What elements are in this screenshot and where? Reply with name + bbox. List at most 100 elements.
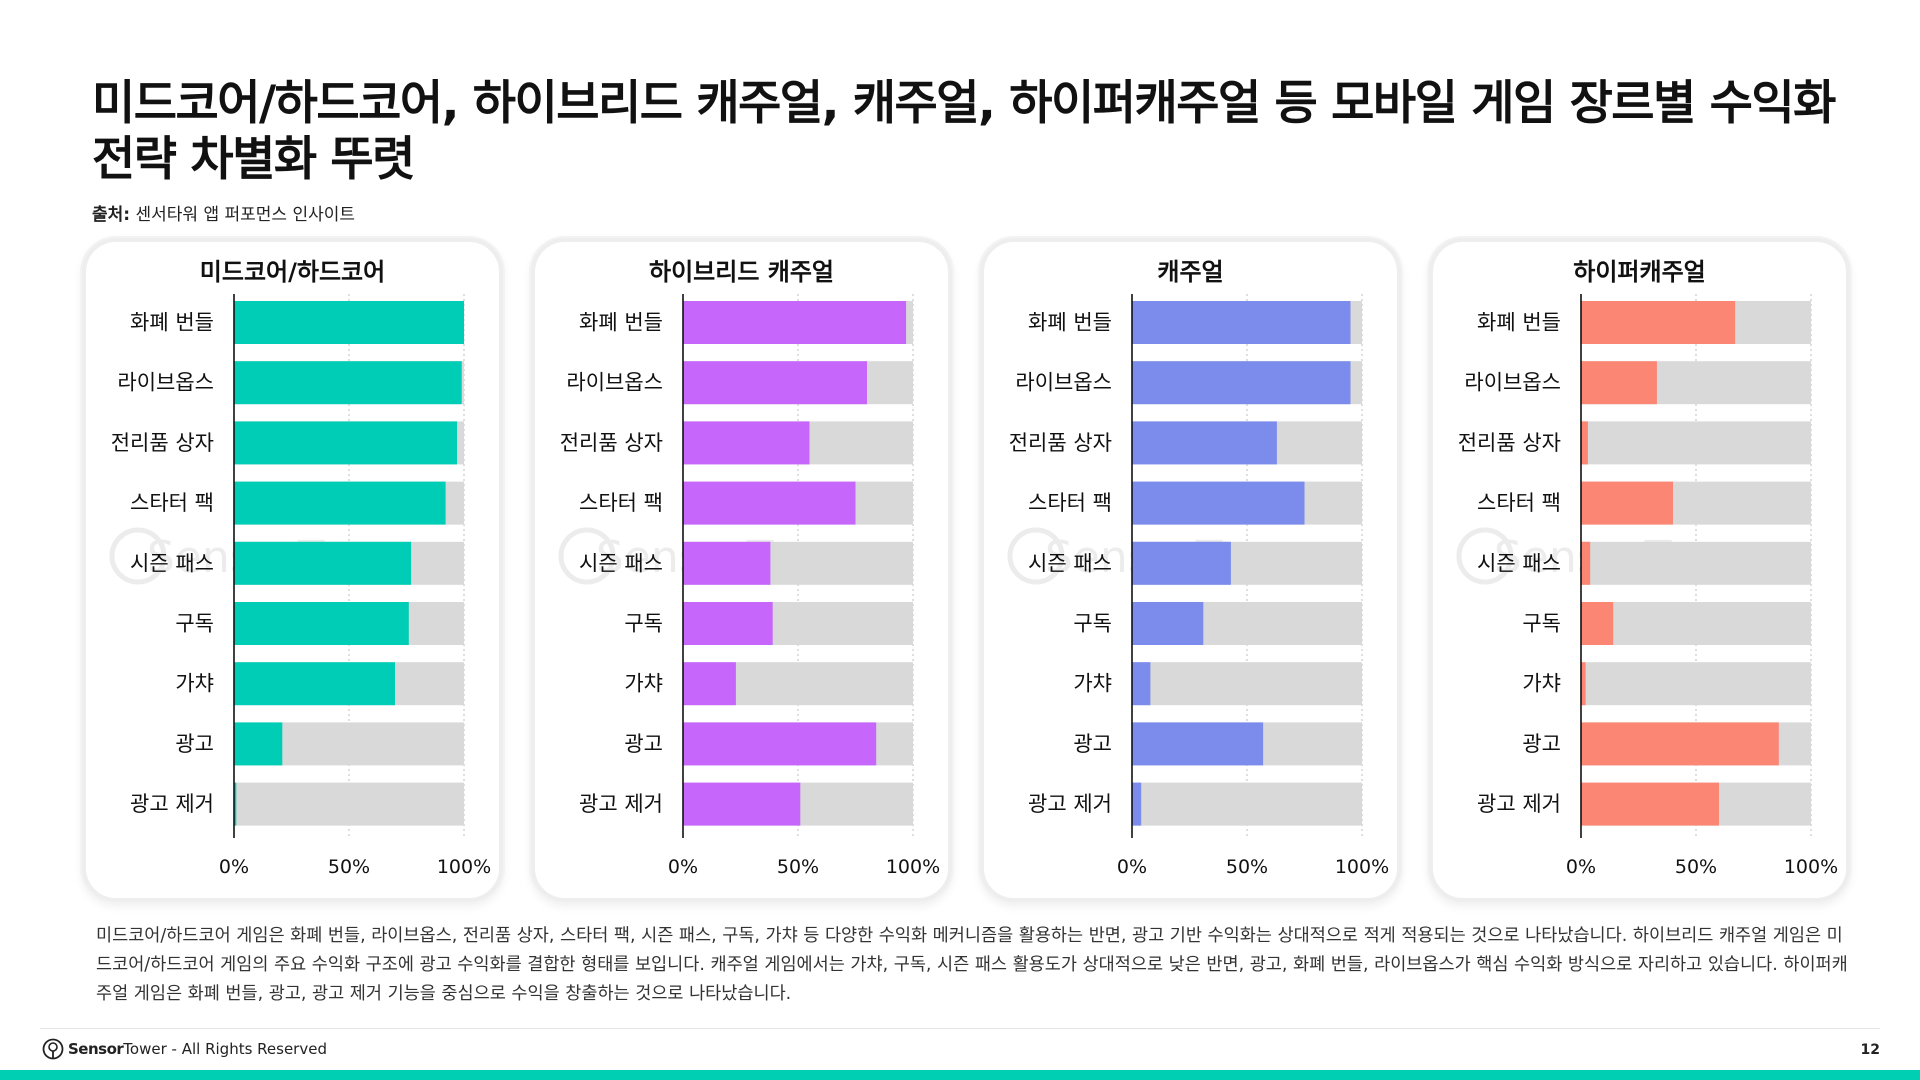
category-label: 화폐 번들 (1477, 311, 1561, 335)
bar-3 (1581, 481, 1673, 525)
category-label: 구독 (624, 612, 663, 636)
bar-2 (1581, 421, 1588, 465)
bar-2 (1132, 421, 1277, 465)
bar-8 (1581, 782, 1719, 826)
source-text: 센서타워 앱 퍼포먼스 인사이트 (135, 205, 356, 225)
category-label: 전리품 상자 (560, 431, 663, 455)
watermark-logo-icon (558, 527, 616, 585)
footer-logo: SensorTower - All Rights Reserved (42, 1038, 327, 1060)
category-label: 구독 (1073, 612, 1112, 636)
category-label: 시즌 패스 (1477, 551, 1561, 575)
x-tick-label: 50% (777, 856, 819, 878)
bar-6 (1132, 662, 1151, 706)
bar-3 (683, 481, 856, 525)
category-label: 스타터 팩 (1477, 491, 1561, 515)
page-title: 미드코어/하드코어, 하이브리드 캐주얼, 캐주얼, 하이퍼캐주얼 등 모바일 … (92, 76, 1836, 188)
category-label: 구독 (175, 612, 214, 636)
bar-5 (1581, 602, 1614, 645)
category-label: 가챠 (1522, 672, 1561, 696)
bar-6 (683, 662, 736, 706)
chart-title: 캐주얼 (1157, 258, 1224, 286)
x-tick-label: 0% (1117, 856, 1147, 878)
category-label: 시즌 패스 (130, 551, 214, 575)
x-tick-label: 50% (1226, 856, 1268, 878)
bar-1 (1132, 361, 1351, 405)
bar-track (1581, 541, 1811, 585)
bar-track (234, 782, 464, 826)
bar-0 (683, 301, 907, 344)
category-label: 라이브옵스 (117, 371, 214, 395)
bar-track (1132, 782, 1362, 826)
category-label: 전리품 상자 (111, 431, 214, 455)
footer-brand-bold: Sensor (68, 1040, 124, 1058)
bottom-accent-bar (0, 1070, 1920, 1080)
category-label: 시즌 패스 (579, 551, 663, 575)
bar-track (1581, 602, 1811, 645)
bar-2 (683, 421, 810, 465)
bar-0 (1132, 301, 1351, 344)
x-tick-label: 100% (437, 856, 491, 878)
bar-0 (1581, 301, 1736, 344)
bar-2 (234, 421, 458, 465)
chart-title: 하이브리드 캐주얼 (649, 258, 834, 286)
category-label: 라이브옵스 (1464, 371, 1561, 395)
bar-4 (1132, 541, 1231, 585)
category-label: 가챠 (175, 672, 214, 696)
bar-3 (1132, 481, 1305, 525)
bar-5 (1132, 602, 1204, 645)
x-tick-label: 100% (1784, 856, 1838, 878)
bar-4 (683, 541, 771, 585)
bar-6 (1581, 662, 1586, 706)
chart-title: 미드코어/하드코어 (199, 258, 386, 286)
watermark-logo-icon (1456, 527, 1514, 585)
page-number: 12 (1860, 1042, 1880, 1058)
bar-8 (234, 782, 237, 826)
category-label: 라이브옵스 (1015, 371, 1112, 395)
x-tick-label: 0% (1566, 856, 1596, 878)
category-label: 광고 제거 (1028, 792, 1112, 816)
bar-1 (234, 361, 462, 405)
footer-divider (40, 1028, 1880, 1029)
bar-0 (234, 301, 464, 344)
x-tick-label: 0% (219, 856, 249, 878)
footer-rights: - All Rights Reserved (166, 1040, 327, 1058)
source-note: 출처: 센서타워 앱 퍼포먼스 인사이트 (92, 200, 355, 225)
bar-8 (683, 782, 801, 826)
bar-5 (683, 602, 773, 645)
source-label: 출처: (92, 205, 131, 225)
bar-7 (1581, 722, 1779, 766)
category-label: 화폐 번들 (579, 311, 663, 335)
footer-brand-rest: Tower (123, 1040, 167, 1058)
category-label: 시즌 패스 (1028, 551, 1112, 575)
category-label: 구독 (1522, 612, 1561, 636)
bar-1 (1581, 361, 1657, 405)
bar-4 (234, 541, 412, 585)
bar-1 (683, 361, 867, 405)
category-label: 스타터 팩 (1028, 491, 1112, 515)
watermark-logo-icon (109, 527, 167, 585)
sensortower-logo-icon (42, 1038, 64, 1060)
category-label: 가챠 (624, 672, 663, 696)
bar-4 (1581, 541, 1591, 585)
bar-track (1132, 662, 1362, 706)
bar-5 (234, 602, 409, 645)
bar-7 (1132, 722, 1264, 766)
category-label: 광고 제거 (130, 792, 214, 816)
bar-7 (234, 722, 283, 766)
category-label: 전리품 상자 (1458, 431, 1561, 455)
category-label: 광고 제거 (1477, 792, 1561, 816)
bar-7 (683, 722, 877, 766)
x-tick-label: 50% (328, 856, 370, 878)
category-label: 스타터 팩 (130, 491, 214, 515)
category-label: 가챠 (1073, 672, 1112, 696)
bar-8 (1132, 782, 1142, 826)
category-label: 스타터 팩 (579, 491, 663, 515)
bar-track (1581, 421, 1811, 465)
category-label: 광고 (624, 732, 663, 756)
